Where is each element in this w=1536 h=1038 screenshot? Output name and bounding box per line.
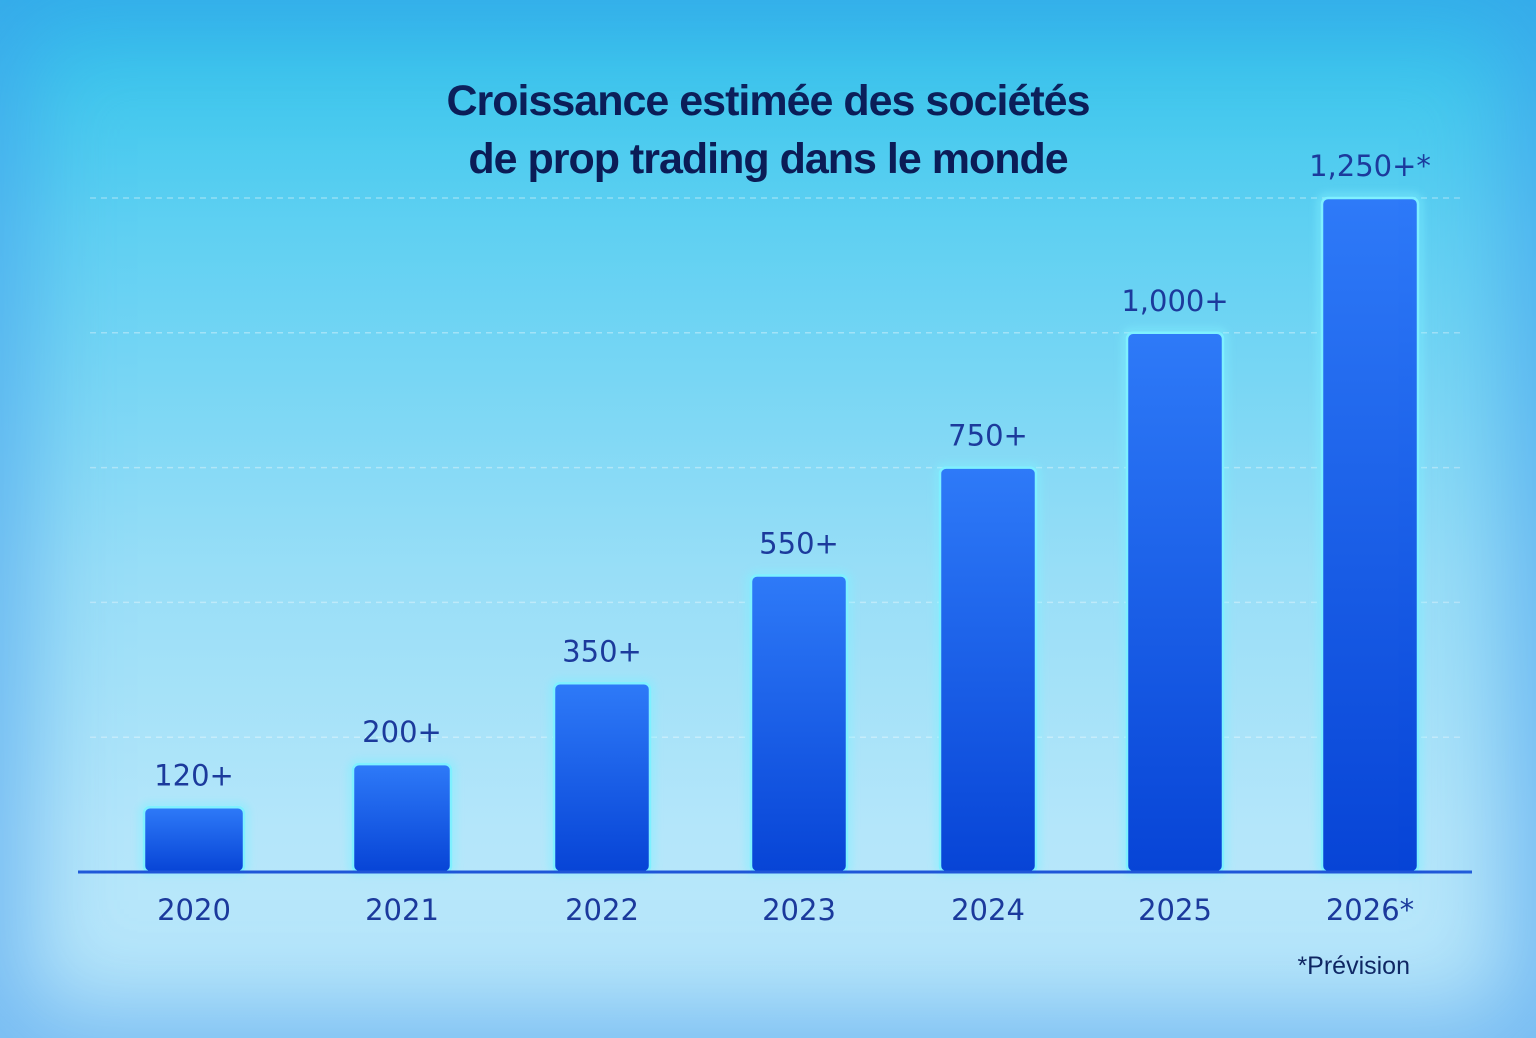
value-label-2022: 350+ — [562, 634, 642, 668]
x-tick-2025: 2025 — [1138, 893, 1212, 927]
bar-rect — [938, 466, 1038, 874]
bar-2020 — [139, 802, 249, 875]
chart-title-line-1: Croissance estimée des sociétés — [446, 77, 1090, 125]
value-label-2020: 120+ — [154, 758, 234, 792]
bar-2022 — [549, 678, 655, 875]
x-tick-2022: 2022 — [565, 893, 639, 927]
bar-2026* — [1317, 193, 1423, 875]
x-tick-2020: 2020 — [157, 893, 231, 927]
value-label-2026*: 1,250+* — [1309, 149, 1431, 183]
x-tick-2021: 2021 — [365, 893, 439, 927]
x-tick-2024: 2024 — [951, 893, 1025, 927]
x-tick-2026*: 2026* — [1326, 893, 1414, 927]
bar-rect — [749, 574, 849, 874]
bar-rect — [552, 682, 652, 874]
bar-rect — [142, 806, 246, 874]
bar-rect — [351, 762, 453, 874]
forecast-footnote: *Prévision — [1297, 952, 1410, 980]
bar-2025 — [1122, 328, 1228, 875]
bar-2021 — [348, 759, 456, 875]
chart-title-line-2: de prop trading dans le monde — [468, 135, 1068, 183]
bar-rect — [1125, 331, 1225, 874]
bar-2023 — [746, 570, 852, 875]
value-label-2023: 550+ — [759, 526, 839, 560]
value-label-2024: 750+ — [948, 419, 1028, 453]
x-axis-ticks: 2020 2021 2022 2023 2024 2025 2026* — [157, 893, 1414, 927]
chart-title: Croissance estimée des sociétés de prop … — [268, 72, 1268, 188]
bar-2024 — [935, 463, 1041, 875]
value-label-2025: 1,000+ — [1121, 284, 1228, 318]
bar-rect — [1320, 196, 1420, 874]
x-tick-2023: 2023 — [762, 893, 836, 927]
value-labels: 120+ 200+ 350+ 550+ 750+ 1,000+ 1,250+* — [154, 149, 1431, 792]
value-label-2021: 200+ — [362, 715, 442, 749]
